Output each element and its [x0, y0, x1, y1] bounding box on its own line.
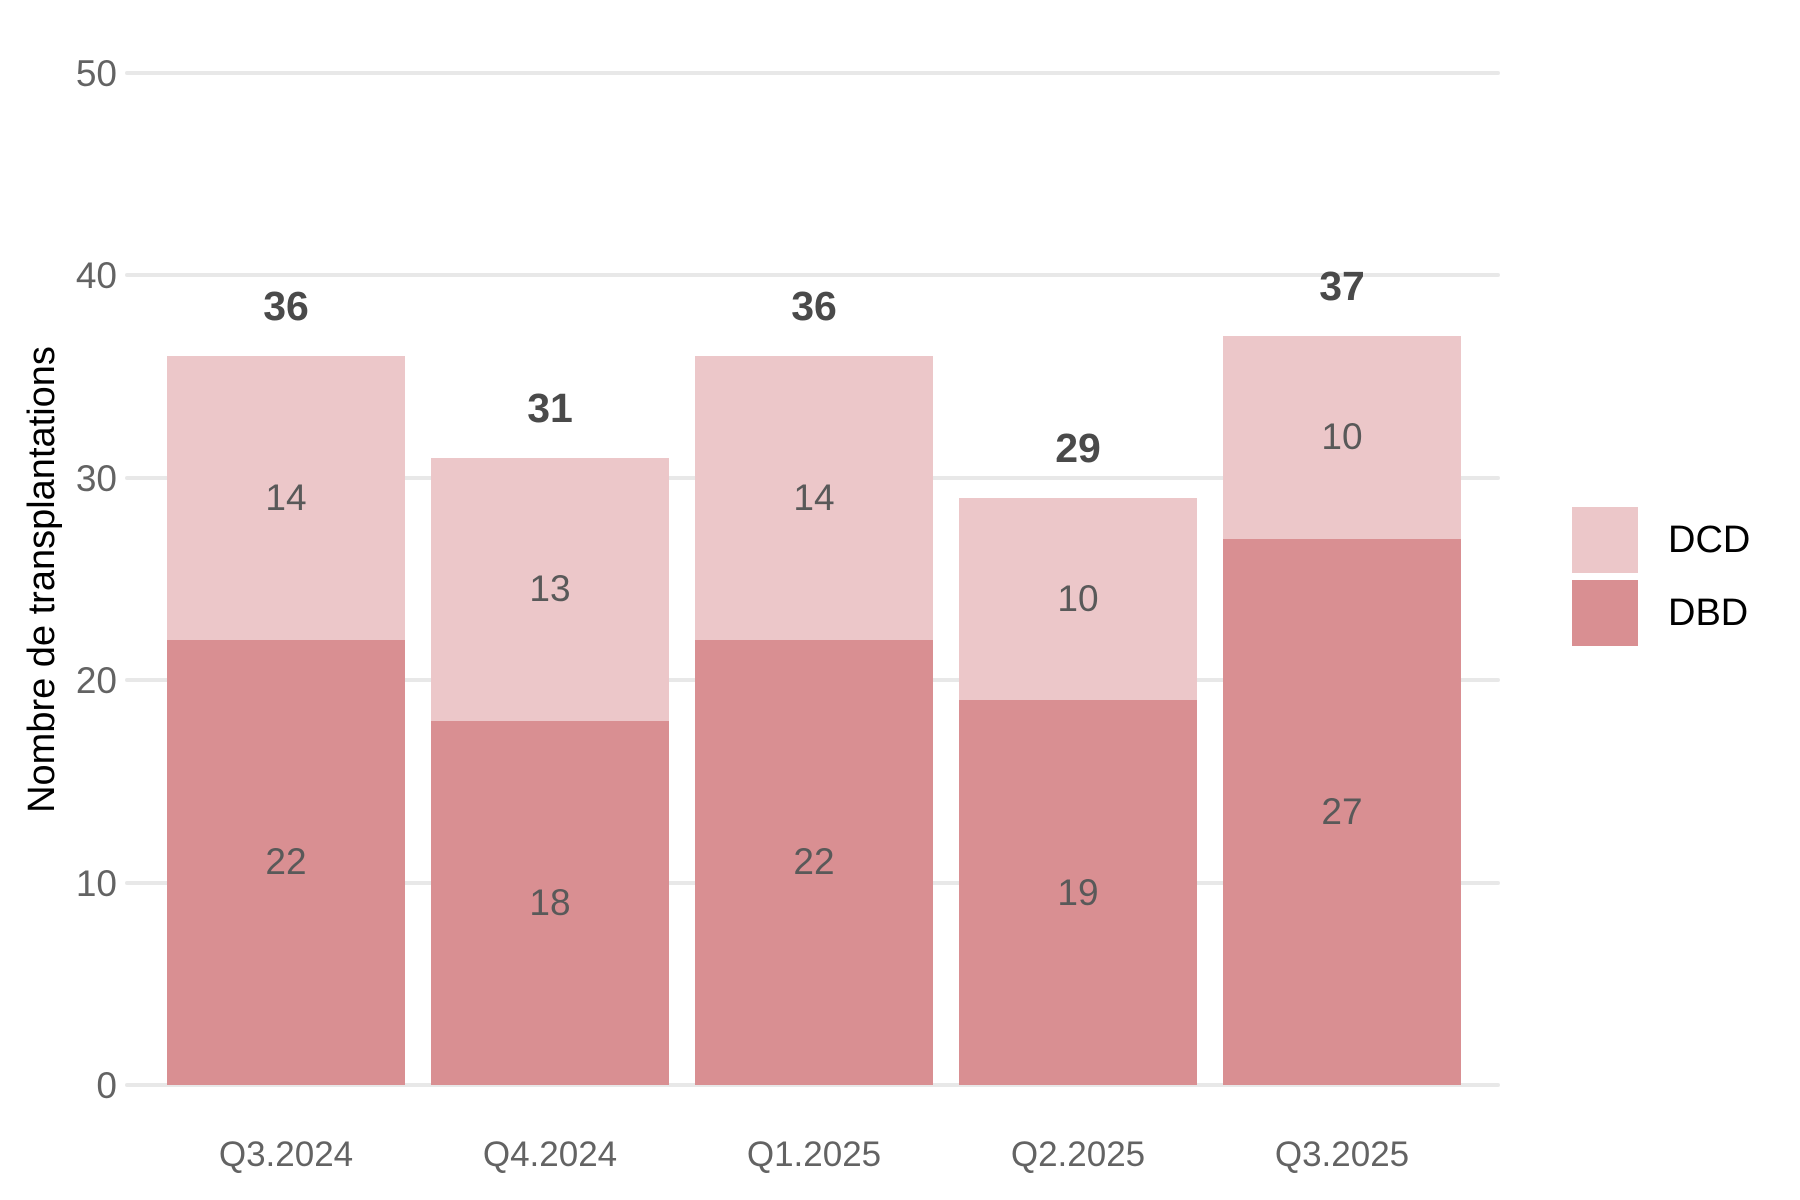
bar-segment-dcd-Q4.2024: 13 [431, 457, 669, 721]
total-label-Q2.2025: 29 [1055, 425, 1101, 472]
legend: DCD DBD [1572, 507, 1750, 653]
bar-segment-dbd-Q1.2025: 22 [695, 639, 933, 1085]
y-tick-label-40: 40 [75, 255, 117, 297]
y-tick-label-30: 30 [75, 457, 117, 499]
dbd-swatch-icon [1572, 580, 1638, 646]
total-label-Q4.2024: 31 [527, 384, 573, 431]
y-axis-title-wrap: Nombre de transplantations [20, 73, 63, 1085]
segment-value-label: 10 [1057, 578, 1099, 620]
legend-item-dbd: DBD [1572, 580, 1750, 646]
segment-value-label: 14 [793, 477, 835, 519]
y-tick-label-0: 0 [96, 1065, 117, 1106]
bar-segment-dcd-Q3.2024: 14 [167, 356, 405, 640]
segment-value-label: 18 [529, 881, 571, 923]
dcd-swatch-icon [1572, 507, 1638, 573]
gridline-0 [125, 1083, 1500, 1087]
total-label-Q1.2025: 36 [791, 283, 837, 330]
x-tick-label-Q3.2025: Q3.2025 [1274, 1135, 1410, 1174]
x-tick-label-Q4.2024: Q4.2024 [482, 1135, 618, 1174]
y-tick-label-20: 20 [75, 660, 117, 702]
gridline-50 [125, 71, 1500, 75]
bar-segment-dbd-Q2.2025: 19 [959, 700, 1197, 1085]
bar-segment-dbd-Q3.2024: 22 [167, 639, 405, 1085]
legend-label-dcd: DCD [1668, 518, 1751, 561]
segment-value-label: 22 [793, 841, 835, 883]
segment-value-label: 19 [1057, 871, 1099, 913]
legend-label-dbd: DBD [1668, 591, 1749, 634]
total-label-Q3.2025: 37 [1319, 263, 1365, 310]
bar-segment-dbd-Q3.2025: 27 [1223, 538, 1461, 1085]
y-tick-label-50: 50 [75, 53, 117, 94]
gridline-40 [125, 273, 1500, 278]
legend-item-dcd: DCD [1572, 507, 1750, 573]
bar-segment-dbd-Q4.2024: 18 [431, 720, 669, 1085]
total-label-Q3.2024: 36 [263, 283, 309, 330]
x-tick-label-Q1.2025: Q1.2025 [746, 1135, 882, 1174]
bar-segment-dcd-Q1.2025: 14 [695, 356, 933, 640]
segment-value-label: 27 [1321, 790, 1363, 832]
y-tick-label-10: 10 [75, 862, 117, 904]
segment-value-label: 10 [1321, 416, 1363, 458]
x-tick-label-Q2.2025: Q2.2025 [1010, 1135, 1146, 1174]
x-tick-label-Q3.2024: Q3.2024 [218, 1135, 354, 1174]
segment-value-label: 14 [265, 477, 307, 519]
y-axis-title: Nombre de transplantations [20, 345, 63, 813]
segment-value-label: 13 [529, 568, 571, 610]
bar-segment-dcd-Q2.2025: 10 [959, 498, 1197, 701]
bar-segment-dcd-Q3.2025: 10 [1223, 336, 1461, 539]
segment-value-label: 22 [265, 841, 307, 883]
